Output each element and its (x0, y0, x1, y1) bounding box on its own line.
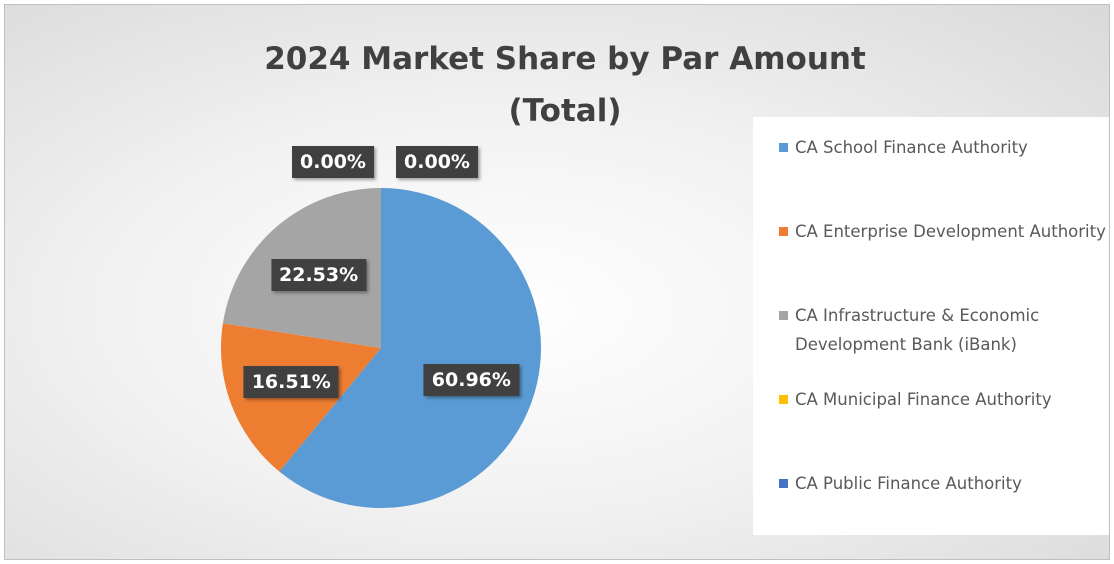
data-label: 16.51% (243, 366, 339, 399)
data-label: 60.96% (423, 364, 519, 397)
legend-label: CA Enterprise Development Authority (795, 222, 1106, 241)
legend-item: CA School Finance Authority (779, 133, 1109, 162)
legend-item: CA Municipal Finance Authority (779, 385, 1109, 414)
chart-title: 2024 Market Share by Par Amount (Total) (264, 41, 866, 129)
legend: CA School Finance Authority CA Enterprise… (753, 117, 1109, 535)
legend-swatch (779, 395, 788, 404)
legend-swatch (779, 143, 788, 152)
pie-slice (279, 188, 542, 508)
legend-swatch (779, 227, 788, 236)
legend-label: CA Municipal Finance Authority (795, 390, 1052, 409)
chart: 2024 Market Share by Par Amount (Total) … (4, 4, 1110, 560)
data-label: 0.00% (396, 146, 478, 178)
legend-swatch (779, 479, 788, 488)
legend-item: CA Enterprise Development Authority (779, 217, 1109, 246)
pie-area (221, 188, 542, 508)
legend-item: CA Public Finance Authority (779, 469, 1109, 498)
data-label: 0.00% (292, 146, 374, 178)
legend-item: CA Infrastructure & Economic Development… (779, 301, 1109, 359)
legend-label: CA School Finance Authority (795, 138, 1028, 157)
legend-label: CA Public Finance Authority (795, 474, 1022, 493)
data-label: 22.53% (271, 259, 367, 292)
legend-swatch (779, 311, 788, 320)
legend-label: CA Infrastructure & Economic Development… (795, 306, 1040, 354)
